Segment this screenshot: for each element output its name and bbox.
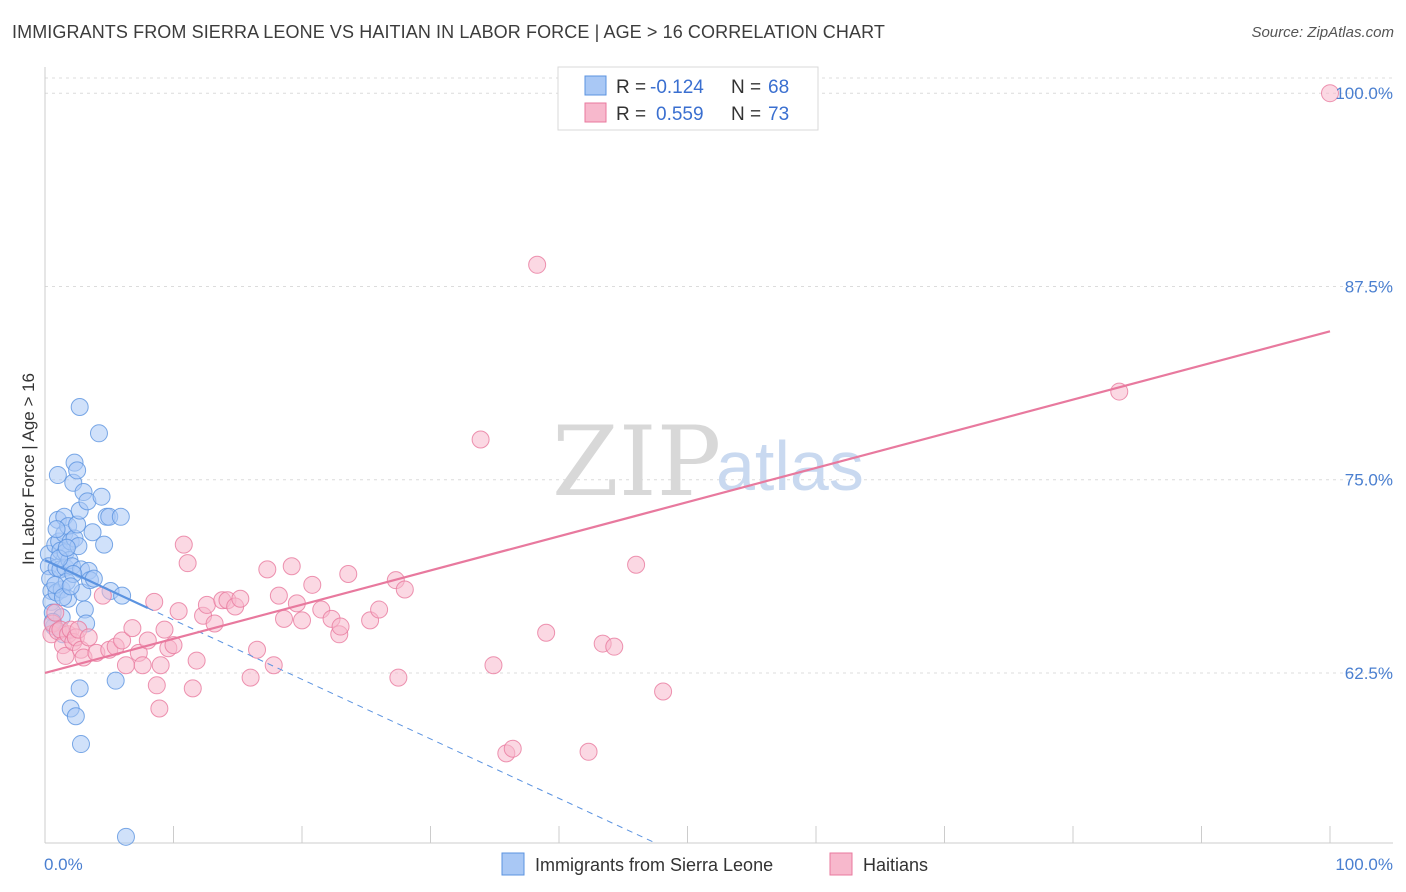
point-0-52: [95, 535, 114, 554]
point-1-50: [282, 557, 301, 576]
point-1-76: [1321, 84, 1339, 103]
point-0-33: [68, 461, 87, 480]
legend-n-label-0: N =: [731, 77, 761, 98]
point-1-47: [264, 656, 283, 675]
y-tick-label-3: 100.0%: [1335, 84, 1393, 103]
y-tick-label-1: 75.0%: [1345, 471, 1393, 490]
y-tick-label-2: 87.5%: [1345, 277, 1393, 296]
trend-layer: [44, 330, 1331, 844]
point-1-48: [269, 586, 288, 605]
point-1-49: [275, 609, 294, 628]
point-1-61: [395, 580, 414, 599]
grid-lines: [45, 77, 1393, 674]
point-1-21: [123, 619, 142, 638]
point-0-55: [70, 398, 89, 417]
chart-title: IMMIGRANTS FROM SIERRA LEONE VS HAITIAN …: [12, 22, 885, 42]
point-0-57: [111, 507, 130, 526]
legend-bottom-swatch-haitians: [829, 852, 853, 876]
series-0: [39, 398, 135, 846]
point-1-63: [331, 617, 350, 636]
point-1-36: [187, 651, 206, 670]
point-1-32: [169, 602, 188, 621]
point-0-59: [106, 671, 125, 690]
point-0-60: [116, 827, 135, 846]
x-tick-label-min: 0.0%: [44, 855, 83, 874]
point-1-46: [258, 560, 277, 579]
series-legend: Immigrants from Sierra Leone Haitians: [501, 852, 928, 876]
legend-swatch-haitians: [584, 102, 607, 123]
point-1-35: [183, 679, 202, 698]
point-1-62: [370, 600, 389, 619]
point-0-48: [70, 679, 89, 698]
point-1-23: [133, 656, 152, 675]
trendline-1: [44, 330, 1331, 675]
axes: [44, 67, 1393, 844]
legend-swatch-sierra-leone: [584, 75, 607, 96]
watermark: ZIP atlas: [552, 406, 864, 518]
legend-bottom-label-sierra-leone: Immigrants from Sierra Leone: [535, 855, 773, 875]
point-1-74: [654, 682, 673, 701]
legend-bottom-swatch-sierra-leone: [501, 852, 525, 876]
point-1-33: [174, 535, 193, 554]
point-1-44: [241, 668, 260, 687]
point-1-26: [147, 676, 166, 695]
point-1-29: [155, 620, 174, 639]
point-0-50: [89, 424, 108, 443]
point-1-34: [178, 554, 197, 573]
point-0-32: [66, 707, 85, 726]
series-layer: [39, 84, 1339, 846]
point-1-43: [231, 589, 250, 608]
point-1-57: [339, 564, 358, 583]
y-axis-title: In Labor Force | Age > 16: [19, 373, 38, 565]
point-1-6: [56, 646, 75, 665]
trendline-0: [44, 559, 149, 610]
watermark-atlas: atlas: [716, 427, 864, 505]
legend-bottom-label-haitians: Haitians: [863, 855, 928, 875]
point-1-60: [389, 668, 408, 687]
legend-r-label-0: R =: [616, 77, 646, 98]
point-1-73: [627, 555, 646, 574]
point-1-25: [145, 592, 164, 611]
legend-r-value-0: -0.124: [650, 77, 704, 98]
point-1-67: [503, 739, 522, 758]
point-1-14: [79, 628, 98, 647]
series-1: [42, 84, 1339, 763]
point-1-65: [484, 656, 503, 675]
point-1-27: [150, 699, 169, 718]
point-0-46: [83, 523, 102, 542]
point-0-51: [92, 487, 111, 506]
point-1-64: [471, 430, 490, 449]
watermark-zip: ZIP: [552, 406, 721, 518]
point-1-38: [197, 595, 216, 614]
legend-r-label-1: R =: [616, 104, 646, 125]
x-tick-label-max: 100.0%: [1335, 855, 1393, 874]
point-1-19: [113, 631, 132, 650]
point-0-66: [47, 520, 66, 539]
legend-n-value-1: 73: [768, 104, 789, 125]
trendline-extension-0: [147, 607, 656, 844]
point-1-70: [579, 742, 598, 761]
point-1-53: [303, 575, 322, 594]
point-1-68: [528, 255, 547, 274]
point-0-62: [57, 538, 76, 557]
correlation-legend: R = -0.124 N = 68 R = 0.559 N = 73: [557, 66, 819, 131]
point-1-2: [46, 603, 65, 622]
point-1-45: [248, 640, 267, 659]
legend-n-label-1: N =: [731, 104, 761, 125]
point-1-52: [293, 611, 311, 630]
point-0-10: [48, 466, 67, 485]
legend-r-value-1: 0.559: [656, 104, 704, 125]
point-1-69: [537, 623, 556, 642]
y-tick-label-0: 62.5%: [1345, 664, 1393, 683]
point-1-72: [605, 637, 624, 656]
source-label: Source: ZipAtlas.com: [1251, 24, 1394, 41]
point-1-20: [116, 656, 135, 675]
point-0-67: [61, 577, 80, 596]
legend-n-value-0: 68: [768, 77, 789, 98]
point-0-38: [71, 735, 90, 754]
point-1-28: [151, 656, 170, 675]
y-tick-labels: 62.5% 75.0% 87.5% 100.0%: [1335, 84, 1393, 683]
